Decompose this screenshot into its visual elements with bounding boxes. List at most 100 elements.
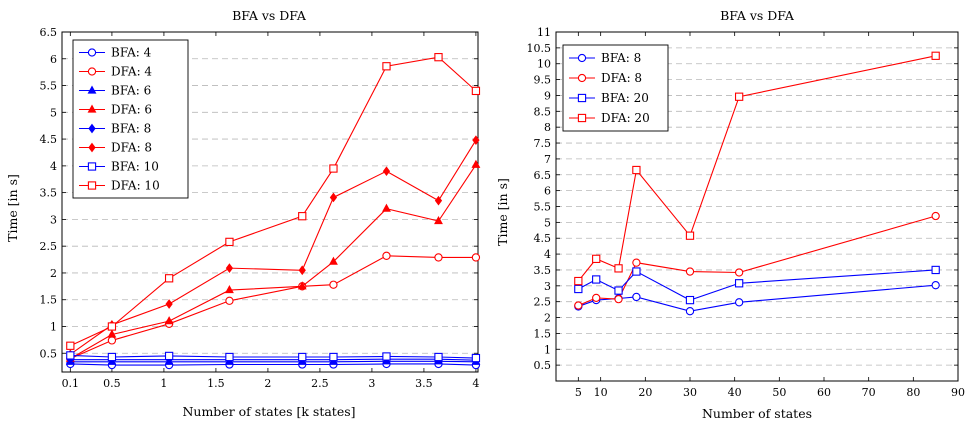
right-chart-y-tick-label: 7 <box>544 153 551 166</box>
left-chart-series-2 <box>65 356 481 365</box>
left-chart-y-tick-label: 1 <box>50 320 57 333</box>
right-chart-y-tick-label: 2.5 <box>534 296 552 309</box>
left-chart-data-point <box>107 329 117 338</box>
right-chart-data-point <box>685 295 695 305</box>
left-chart-y-tick-label: 6.5 <box>40 26 58 39</box>
right-chart-y-tick-label: 9.5 <box>534 74 552 87</box>
right-chart-data-point <box>734 298 744 307</box>
left-chart-frame <box>61 31 479 373</box>
left-chart-data-point <box>225 352 234 362</box>
left-chart-data-point <box>66 351 75 360</box>
left-chart-data-point <box>382 166 391 177</box>
left-chart-legend-label: DFA: 8 <box>111 141 152 155</box>
left-chart-y-tick-label: 5.5 <box>40 80 58 93</box>
left-chart-data-point <box>471 86 481 96</box>
right-chart-legend-label: BFA: 8 <box>601 51 641 65</box>
left-chart-y-axis-label: Time [in s] <box>5 174 20 242</box>
left-chart-legend-label: BFA: 4 <box>111 46 152 60</box>
right-chart-x-tick-label: 50 <box>772 386 786 399</box>
right-chart-legend-marker <box>577 73 587 83</box>
left-chart-x-tick-label: 3.5 <box>415 377 433 390</box>
right-chart-data-point <box>574 276 583 286</box>
right-chart-data-point <box>574 301 583 310</box>
right-chart-series-1 <box>574 211 940 310</box>
left-chart-data-point <box>107 322 117 331</box>
left-chart-y-tick-label: 6 <box>50 53 57 66</box>
left-chart-data-point <box>328 256 338 265</box>
right-chart-y-tick-label: 8.5 <box>534 105 552 118</box>
right-chart-data-point <box>734 279 744 288</box>
right-chart-series-line <box>578 269 936 301</box>
left-chart-data-point <box>164 316 174 325</box>
right-chart-y-tick-label: 1 <box>544 343 551 356</box>
right-chart-y-tick-label: 1.5 <box>534 327 552 340</box>
left-chart-data-point <box>434 253 443 262</box>
left-chart-series-line <box>70 358 476 361</box>
left-chart-legend-marker <box>87 104 97 113</box>
right-chart-data-point <box>734 92 744 101</box>
left-chart-y-tick-label: 2 <box>50 267 57 280</box>
right-chart-y-tick-label: 11 <box>537 26 551 39</box>
left-chart-title: BFA vs DFA <box>232 8 307 23</box>
left-chart-y-tick-label: 3.5 <box>40 187 58 200</box>
right-chart-data-point <box>734 268 744 277</box>
right-chart-y-tick-label: 7.5 <box>534 137 552 150</box>
right-chart-data-point <box>592 254 601 263</box>
right-chart-y-tick-label: 5.5 <box>534 201 552 214</box>
right-chart-legend-marker <box>577 93 587 103</box>
right-chart-data-point <box>632 165 641 175</box>
left-chart-data-point <box>434 215 443 225</box>
right-chart-data-point <box>685 267 695 276</box>
right-chart-y-tick-label: 4 <box>544 248 551 261</box>
left-chart-y-tick-label: 0.5 <box>40 347 58 360</box>
left-chart-series-6 <box>66 351 481 363</box>
left-chart-data-point <box>329 280 338 289</box>
left-chart-series-line <box>70 363 476 366</box>
left-chart-legend-label: BFA: 8 <box>111 122 151 136</box>
right-chart-x-tick-label: 10 <box>594 386 608 399</box>
left-chart-y-tick-label: 2.5 <box>40 240 58 253</box>
left-chart-data-point <box>298 352 307 362</box>
right-chart-y-tick-label: 3.5 <box>534 264 552 277</box>
right-chart-data-point <box>614 294 623 304</box>
right-chart-y-tick-label: 6.5 <box>534 169 552 182</box>
right-chart-y-tick-label: 10.5 <box>527 42 552 55</box>
right-chart-y-tick-label: 9 <box>544 89 551 102</box>
left-chart-data-point <box>329 352 338 362</box>
right-chart-y-tick-label: 0.5 <box>534 359 552 372</box>
left-chart-legend-label: DFA: 6 <box>111 103 152 117</box>
left-chart-data-point <box>107 336 117 345</box>
right-chart-data-point <box>614 264 623 273</box>
right-chart-x-axis-label: Number of states <box>702 406 812 421</box>
left-chart-legend-marker <box>87 181 97 190</box>
left-chart-y-tick-label: 5 <box>50 106 57 119</box>
right-chart-series-3 <box>574 51 940 286</box>
left-chart-data-point <box>471 159 481 168</box>
right-chart-x-tick-label: 80 <box>906 386 920 399</box>
left-chart-data-point <box>434 195 443 206</box>
right-chart-x-tick-label: 60 <box>817 386 831 399</box>
right-chart-x-tick-label: 5 <box>575 386 582 399</box>
right-chart-series-2 <box>574 265 940 305</box>
left-chart-legend-label: DFA: 10 <box>111 179 160 193</box>
left-chart-data-point <box>225 263 234 273</box>
right-chart-legend-marker <box>577 113 587 123</box>
right-chart-x-tick-label: 40 <box>728 386 742 399</box>
left-chart-x-tick-label: 1 <box>160 377 167 390</box>
left-chart-data-point <box>471 253 481 262</box>
left-chart-x-tick-label: 3 <box>368 377 375 390</box>
left-chart-series-7 <box>66 53 481 350</box>
left-chart-data-point <box>298 265 306 276</box>
right-chart-data-point <box>685 231 695 240</box>
left-chart-x-tick-label: 0.5 <box>103 377 121 390</box>
right-chart-series-0 <box>574 281 940 316</box>
right-chart: BFA vs DFA Number of states Time [in s] … <box>495 8 965 421</box>
left-chart-legend-marker <box>87 67 97 76</box>
left-chart-data-point <box>382 203 391 212</box>
right-chart-legend-label: BFA: 20 <box>601 91 649 105</box>
right-chart-legend: BFA: 8 DFA: 8 BFA: 20 DFA: 20 <box>562 44 669 132</box>
right-chart-y-tick-label: 6 <box>544 185 551 198</box>
right-chart-x-tick-label: 90 <box>951 386 965 399</box>
left-chart-y-tick-label: 3 <box>50 213 57 226</box>
right-chart-data-point <box>614 286 623 295</box>
